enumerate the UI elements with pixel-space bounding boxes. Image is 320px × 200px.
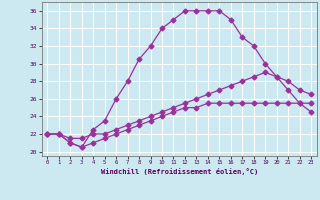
X-axis label: Windchill (Refroidissement éolien,°C): Windchill (Refroidissement éolien,°C) (100, 168, 258, 175)
